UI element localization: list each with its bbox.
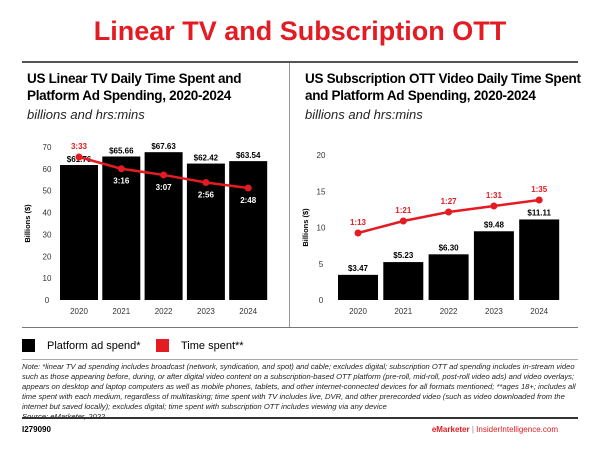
bar	[473, 231, 514, 300]
y-tick-label: 40	[43, 209, 52, 218]
time-spent-label: 1:21	[395, 206, 412, 215]
legend-swatch-bar	[22, 339, 35, 352]
legend-line: Time spent**	[156, 339, 244, 352]
legend-label-line: Time spent**	[181, 339, 244, 352]
bar	[102, 156, 141, 300]
bar-value-label: $63.54	[236, 151, 261, 160]
bar-value-label: $65.66	[109, 146, 134, 155]
chart-divider	[289, 63, 290, 327]
legend-rule	[22, 359, 578, 360]
y-tick-label: 60	[43, 165, 52, 174]
time-spent-point	[490, 202, 498, 210]
time-spent-label: 2:48	[240, 196, 257, 205]
source-text: Source: eMarketer, 2022	[22, 412, 105, 421]
y-tick-label: 50	[43, 187, 52, 196]
y-tick-label: 70	[43, 143, 52, 152]
y-tick-label: 5	[319, 260, 324, 269]
bar	[60, 165, 98, 300]
bar-value-label: $67.63	[151, 142, 176, 151]
x-tick-label: 2021	[394, 307, 412, 316]
time-spent-label: 2:56	[198, 191, 215, 200]
x-tick-label: 2020	[349, 307, 367, 316]
brand-site[interactable]: InsiderIntelligence.com	[476, 425, 558, 434]
y-tick-label: 20	[317, 151, 326, 160]
bar-value-label: $3.47	[348, 264, 369, 273]
bar	[338, 274, 378, 300]
time-spent-point	[117, 165, 125, 173]
footnote: Note: *linear TV ad spending includes br…	[22, 362, 582, 422]
bar-value-label: $11.11	[527, 208, 551, 217]
y-tick-label: 30	[43, 230, 52, 239]
brand-separator: |	[471, 425, 474, 434]
bar-value-label: $6.30	[439, 243, 460, 252]
legend-swatch-line	[156, 339, 169, 352]
time-spent-label: 1:31	[486, 191, 503, 200]
legend-label-bar: Platform ad spend*	[47, 339, 141, 352]
bar	[383, 262, 424, 300]
y-tick-label: 0	[319, 296, 324, 305]
time-spent-point	[354, 229, 362, 237]
x-tick-label: 2020	[70, 307, 88, 316]
legend-bar: Platform ad spend*	[22, 339, 141, 352]
y-axis-label: Billions ($)	[23, 204, 32, 243]
time-spent-label: 1:13	[350, 218, 367, 227]
time-spent-point	[244, 184, 252, 192]
x-tick-label: 2022	[440, 307, 458, 316]
footer-rule	[22, 417, 578, 419]
bar	[519, 219, 560, 300]
x-tick-label: 2023	[197, 307, 215, 316]
time-spent-label: 1:27	[441, 197, 458, 206]
y-axis-label: Billions ($)	[301, 208, 310, 247]
time-spent-point	[202, 179, 210, 187]
chart-id: I279090	[22, 425, 51, 434]
bar-value-label: $62.42	[194, 154, 219, 163]
x-tick-label: 2024	[530, 307, 548, 316]
time-spent-label: 1:35	[531, 185, 548, 194]
bar	[428, 254, 469, 300]
brand-emarketer: eMarketer	[431, 425, 470, 434]
brand: eMarketer | InsiderIntelligence.com	[432, 425, 558, 434]
main-title: Linear TV and Subscription OTT	[93, 16, 507, 46]
time-spent-point	[535, 196, 543, 204]
time-spent-label: 3:16	[113, 177, 130, 186]
x-tick-label: 2021	[112, 307, 130, 316]
time-spent-point	[75, 153, 83, 161]
time-spent-point	[445, 208, 453, 216]
bar	[186, 163, 225, 300]
note-text: Note: *linear TV ad spending includes br…	[22, 362, 576, 411]
y-tick-label: 0	[45, 296, 50, 305]
y-tick-label: 10	[43, 274, 52, 283]
left-chart-title: US Linear TV Daily Time Spent and Platfo…	[27, 71, 242, 103]
top-rule	[22, 61, 578, 63]
time-spent-label: 3:07	[156, 183, 173, 192]
time-spent-point	[160, 171, 168, 179]
left-chart-subtitle: billions and hrs:mins	[27, 107, 145, 122]
bar-value-label: $9.48	[484, 220, 505, 229]
y-tick-label: 10	[317, 224, 326, 233]
left-chart-header: US Linear TV Daily Time Spent and Platfo…	[27, 70, 285, 122]
bar	[229, 161, 268, 300]
x-tick-label: 2022	[155, 307, 173, 316]
right-chart-title: US Subscription OTT Video Daily Time Spe…	[305, 71, 581, 103]
bar-value-label: $5.23	[393, 251, 414, 260]
time-spent-point	[399, 217, 407, 225]
charts-bottom-rule	[22, 327, 578, 328]
right-chart-header: US Subscription OTT Video Daily Time Spe…	[305, 70, 593, 122]
y-tick-label: 15	[317, 187, 326, 196]
right-chart-subtitle: billions and hrs:mins	[305, 107, 423, 122]
time-spent-label: 3:33	[71, 142, 88, 151]
x-tick-label: 2024	[239, 307, 257, 316]
x-tick-label: 2023	[485, 307, 503, 316]
y-tick-label: 20	[43, 252, 52, 261]
